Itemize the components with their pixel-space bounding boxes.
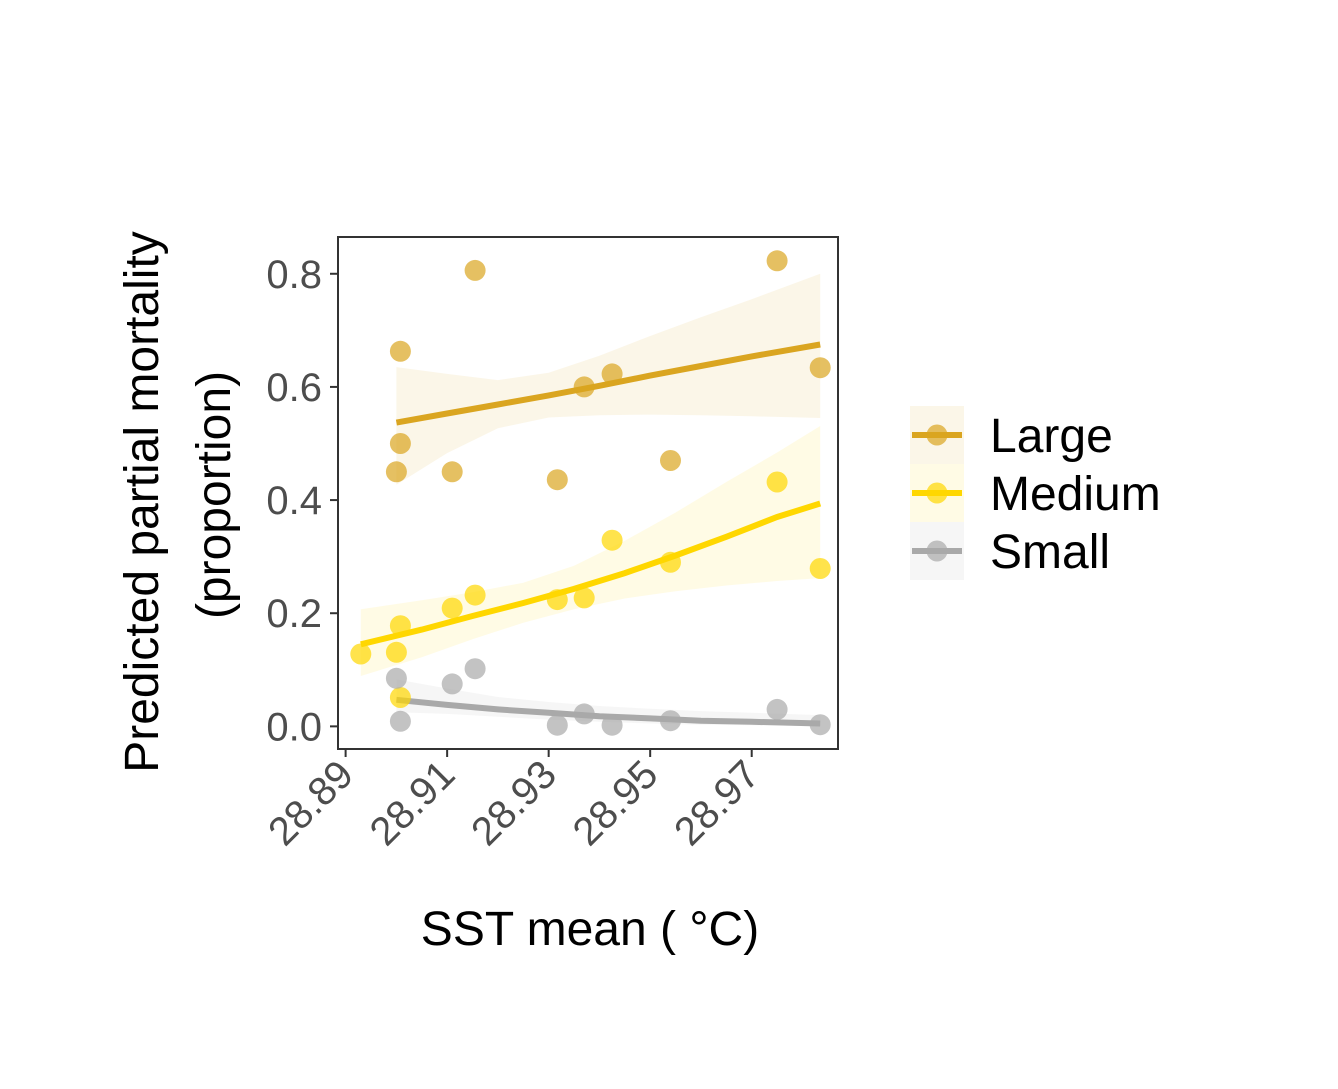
legend-label-small: Small: [990, 526, 1110, 579]
fit-line-medium: [360, 500, 822, 648]
y-axis: 0.0 0.2 0.4 0.6 0.8: [266, 237, 339, 749]
point-large-8: [660, 450, 681, 471]
point-small-1: [389, 710, 411, 732]
legend-label-large: Large: [990, 410, 1113, 463]
x-tick-label-0: 28.89: [260, 752, 362, 854]
point-small-0: [385, 667, 407, 689]
confidence-bands: [360, 273, 821, 726]
x-tick-label-1: 28.91: [362, 752, 464, 854]
point-large-3: [441, 461, 463, 483]
point-large-4: [464, 259, 486, 281]
point-large-9: [766, 250, 788, 272]
fit-lines: [360, 341, 822, 727]
y-axis-title-line-1: Predicted partial mortality: [116, 231, 169, 773]
legend-key-point-medium: [926, 482, 948, 504]
point-medium-11: [809, 558, 831, 579]
point-large-2: [389, 433, 411, 454]
point-large-10: [809, 357, 831, 379]
y-tick-label-0: 0.0: [266, 705, 322, 749]
y-tick-label-4: 0.8: [266, 253, 322, 297]
y-axis-title-line-2: (proportion): [188, 371, 241, 619]
point-small-2: [441, 673, 463, 695]
plot-area: [337, 236, 839, 750]
ci-band-small: [396, 679, 821, 726]
point-medium-9: [660, 551, 681, 573]
legend-key-point-large: [926, 424, 948, 446]
legend-label-medium: Medium: [990, 468, 1161, 521]
point-large-0: [385, 461, 407, 483]
fit-line-small: [396, 696, 821, 727]
point-small-4: [546, 714, 568, 736]
point-small-7: [660, 710, 681, 732]
x-tick-label-4: 28.97: [666, 752, 768, 854]
point-large-6: [573, 376, 595, 398]
point-large-1: [389, 340, 411, 362]
point-medium-2: [389, 615, 411, 637]
point-medium-10: [766, 471, 788, 493]
point-small-3: [464, 658, 486, 680]
point-medium-3: [389, 687, 411, 708]
x-axis-title: SST mean ( °C): [421, 903, 759, 956]
point-small-9: [809, 714, 831, 736]
point-medium-5: [464, 584, 486, 606]
point-medium-8: [601, 529, 623, 551]
point-large-7: [601, 363, 623, 385]
x-tick-label-3: 28.95: [565, 752, 667, 854]
point-medium-0: [350, 643, 372, 665]
point-medium-1: [385, 641, 407, 663]
point-large-5: [546, 469, 568, 491]
x-axis: 28.89 28.91 28.93 28.95 28.97: [260, 748, 838, 854]
x-tick-label-2: 28.93: [463, 752, 565, 854]
data-points: [350, 250, 831, 736]
point-small-5: [573, 703, 595, 725]
legend-key-point-small: [926, 540, 948, 562]
point-medium-6: [546, 589, 568, 611]
y-tick-label-2: 0.4: [266, 479, 322, 523]
y-tick-label-1: 0.2: [266, 592, 322, 636]
point-medium-7: [573, 587, 595, 609]
point-small-8: [766, 698, 788, 720]
fit-line-large: [395, 341, 821, 426]
point-medium-4: [441, 597, 463, 619]
y-tick-label-3: 0.6: [266, 366, 322, 410]
point-small-6: [601, 714, 623, 736]
